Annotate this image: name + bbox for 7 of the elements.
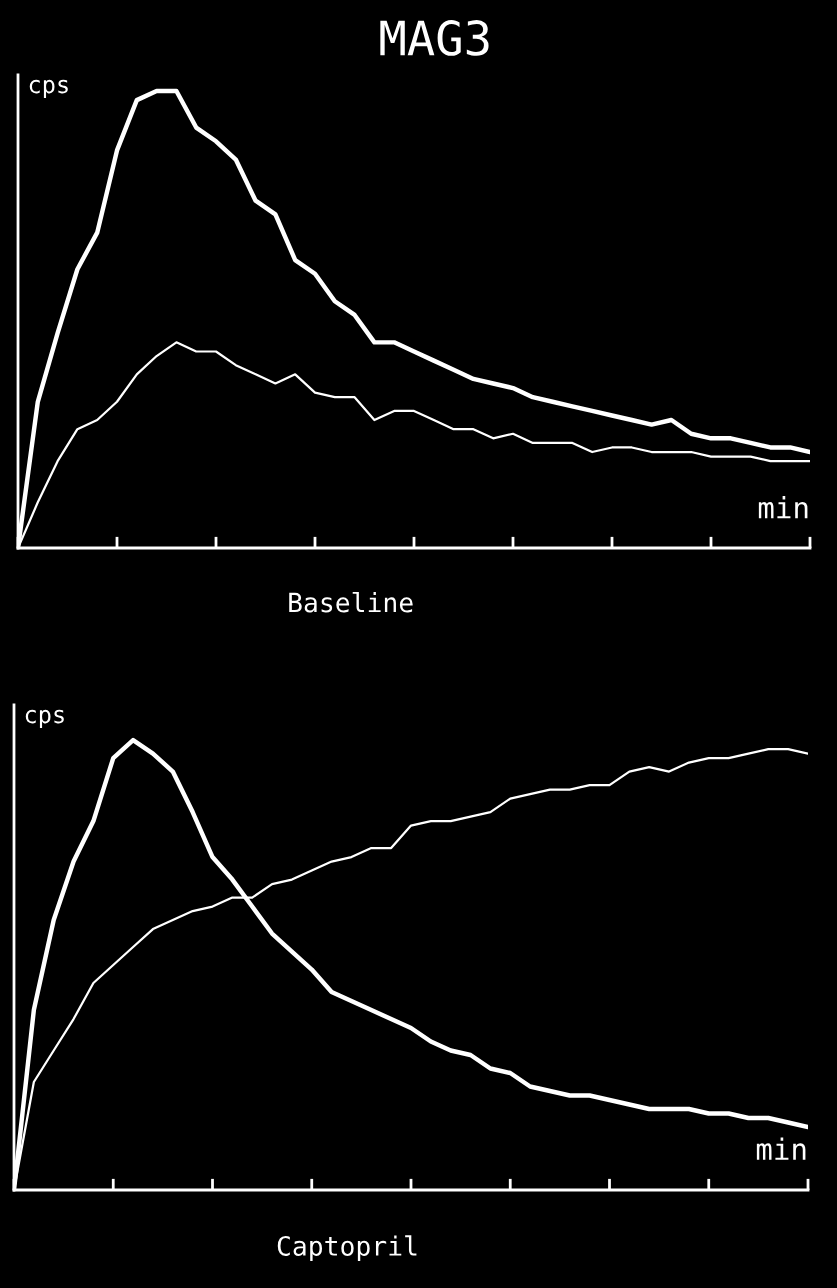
chart-title: MAG3 — [380, 20, 489, 56]
text: Captopril — [277, 1235, 417, 1262]
y-axis-title: cps — [29, 79, 68, 98]
x-axis-title: min — [758, 496, 808, 519]
x-axis-title: min — [756, 1137, 806, 1160]
text: Baseline — [289, 591, 413, 613]
y-axis-title: cps — [25, 709, 64, 728]
